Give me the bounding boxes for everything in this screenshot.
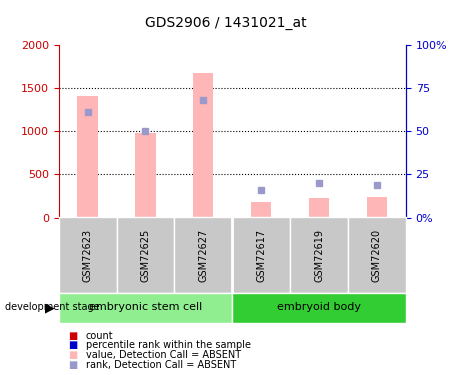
Bar [232,292,406,322]
Bar [309,198,329,217]
Text: ▶: ▶ [45,301,54,314]
Bar [59,217,116,292]
Text: GSM72623: GSM72623 [83,229,92,282]
Bar [367,197,387,217]
Text: GSM72619: GSM72619 [314,229,324,282]
Bar [232,217,290,292]
Text: development stage: development stage [5,303,99,312]
Text: GSM72617: GSM72617 [256,229,266,282]
Text: count: count [86,331,113,340]
Text: embryonic stem cell: embryonic stem cell [89,303,202,312]
Bar [175,217,232,292]
Bar [290,217,348,292]
Text: GSM72627: GSM72627 [198,229,208,282]
Text: GSM72625: GSM72625 [140,229,151,282]
Text: rank, Detection Call = ABSENT: rank, Detection Call = ABSENT [86,360,236,370]
Bar [116,217,175,292]
Text: ■: ■ [68,331,77,340]
Text: embryoid body: embryoid body [277,303,361,312]
Bar [135,133,156,218]
Bar [251,201,272,217]
Bar [193,73,213,217]
Text: ■: ■ [68,360,77,370]
Text: ■: ■ [68,350,77,360]
Text: ■: ■ [68,340,77,350]
Text: GSM72620: GSM72620 [372,229,382,282]
Text: value, Detection Call = ABSENT: value, Detection Call = ABSENT [86,350,241,360]
Text: GDS2906 / 1431021_at: GDS2906 / 1431021_at [145,15,306,30]
Bar [78,96,98,218]
Bar [348,217,406,292]
Text: percentile rank within the sample: percentile rank within the sample [86,340,251,350]
Bar [59,292,232,322]
